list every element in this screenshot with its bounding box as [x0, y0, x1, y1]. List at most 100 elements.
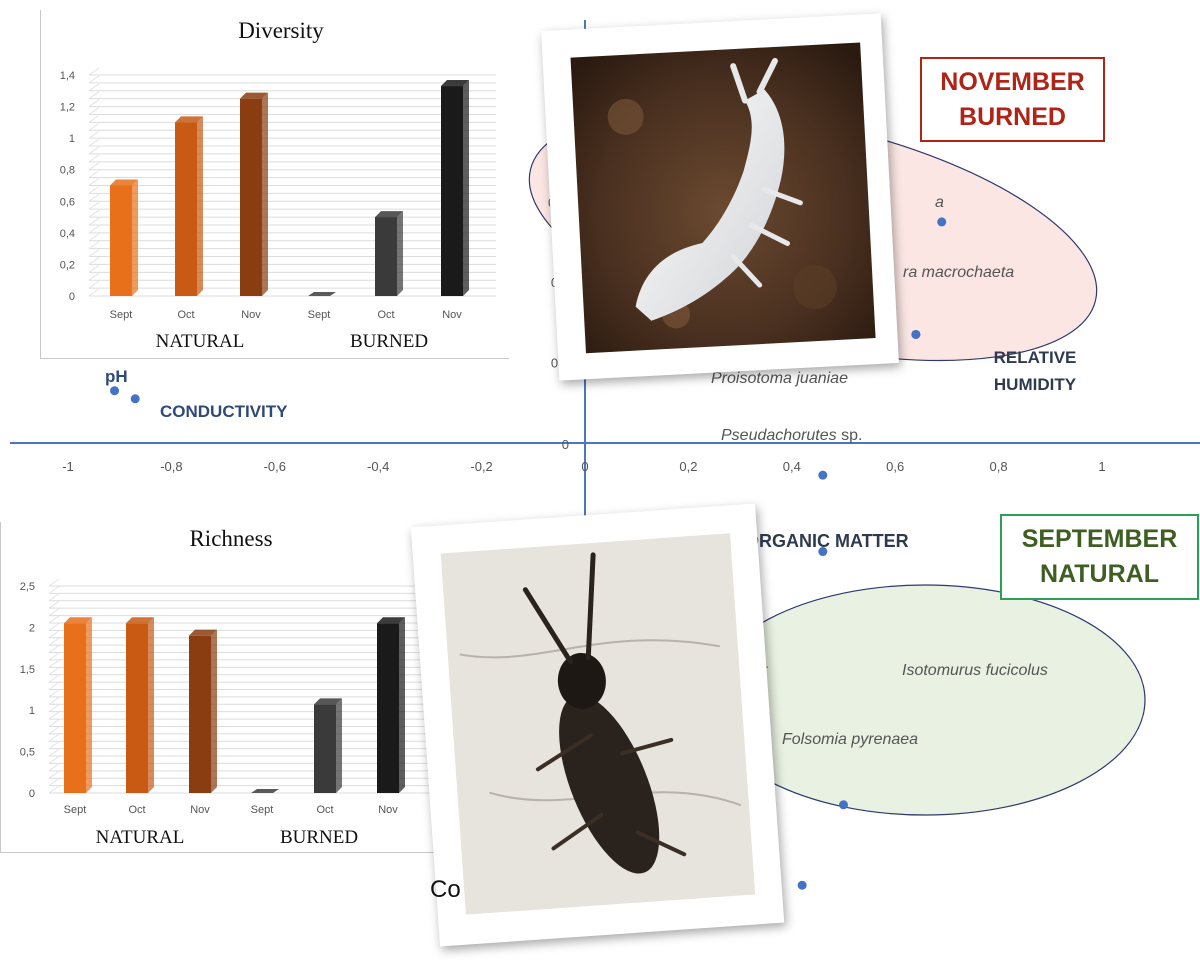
- group-label: NATURAL: [156, 331, 245, 352]
- bar-top: [441, 80, 469, 87]
- variable-label-relative-humidity: HUMIDITY: [994, 375, 1077, 394]
- bar-side: [132, 179, 138, 296]
- x-tick-label: 0,8: [990, 459, 1008, 474]
- gridline-depth: [48, 674, 60, 683]
- category-label: Nov: [241, 309, 261, 321]
- bar: [126, 623, 148, 793]
- gridline-depth: [88, 107, 100, 115]
- gridline-depth: [48, 585, 60, 594]
- gridline-depth: [48, 756, 60, 764]
- gridline-depth: [48, 615, 60, 624]
- category-label: Nov: [190, 804, 210, 816]
- white-springtail-photo: [541, 13, 899, 381]
- y-tick-label: 0: [29, 788, 35, 800]
- gridline-depth: [48, 726, 60, 735]
- ordination-point: [937, 217, 947, 227]
- gridline-depth: [48, 622, 60, 631]
- gridline-depth: [48, 696, 60, 705]
- y-tick-label: 0,6: [60, 196, 75, 208]
- ordination-point: [818, 470, 828, 480]
- gridline-depth: [88, 288, 100, 297]
- x-tick-label: 0: [581, 459, 588, 474]
- category-label: Sept: [64, 804, 87, 816]
- bar-top: [377, 617, 405, 624]
- x-tick-label: -0,2: [470, 459, 492, 474]
- september-natural-line2: NATURAL: [1040, 560, 1159, 588]
- gridline-depth: [48, 778, 60, 787]
- y-tick-label: 0,2: [60, 259, 75, 271]
- group-label: BURNED: [280, 827, 358, 848]
- category-label: Sept: [251, 804, 274, 816]
- y-tick-label: 0,8: [60, 165, 75, 177]
- bar: [441, 86, 463, 296]
- category-label: Oct: [128, 804, 145, 816]
- gridline-depth: [48, 785, 60, 794]
- dark-springtail-photo: [410, 503, 785, 947]
- gridline-depth: [88, 257, 100, 265]
- bar: [240, 98, 262, 296]
- gridline-depth: [48, 578, 60, 587]
- gridline-depth: [88, 146, 100, 155]
- gridline-depth: [88, 67, 100, 76]
- diversity-chart-panel: Diversity 0 0,2 0,4 0,6 0,8 1 1,2 1,4 Sept Oct Nov S…: [40, 10, 509, 359]
- gridline-depth: [88, 122, 100, 131]
- x-tick-label: -0,8: [160, 459, 182, 474]
- gridline-depth: [48, 600, 60, 609]
- gridline-depth: [88, 83, 100, 92]
- gridline-depth: [48, 630, 60, 639]
- richness-chart: Richness 0 0,5 1 1,5 2 2,5 Sept Oct Nov Sept Oct Nov…: [20, 526, 431, 848]
- x-tick-label: 0,6: [886, 459, 904, 474]
- gridline-depth: [88, 154, 100, 163]
- bar-side: [463, 80, 469, 296]
- bar-side: [197, 116, 203, 296]
- category-label: Sept: [308, 309, 331, 321]
- gridline-depth: [48, 763, 60, 772]
- bar-side: [148, 617, 154, 793]
- y-tick-label: 2,5: [20, 581, 35, 593]
- bar-side: [397, 211, 403, 296]
- category-label: Sept: [110, 309, 133, 321]
- variable-label-conductivity: CONDUCTIVITY: [160, 402, 288, 421]
- richness-chart-panel: Richness 0 0,5 1 1,5 2 2,5 Sept Oct Nov Sept Oct Nov…: [0, 522, 451, 853]
- ordination-point: [818, 547, 828, 557]
- y-tick-label: 1: [69, 133, 75, 145]
- bar-top: [110, 179, 138, 186]
- gridline-depth: [88, 280, 100, 289]
- x-tick-label: 0,4: [783, 459, 801, 474]
- species-label: ra macrochaeta: [903, 264, 1014, 281]
- gridline-depth: [88, 272, 100, 281]
- gridline-depth: [48, 770, 60, 779]
- species-label: Isotomurus fucicolus: [902, 662, 1048, 679]
- x-tick-label: 1: [1098, 459, 1105, 474]
- x-tick-label: 0,2: [679, 459, 697, 474]
- bar-side: [262, 92, 268, 296]
- gridline-depth: [48, 682, 60, 690]
- y-tick-label: 0: [69, 291, 75, 303]
- gridline-depth: [88, 217, 100, 226]
- ordination-point: [130, 394, 140, 404]
- variable-label-organic-matter: ORGANIC MATTER: [745, 531, 909, 551]
- bar-side: [399, 617, 405, 793]
- gridline-depth: [88, 170, 100, 179]
- gridline-depth: [88, 241, 100, 250]
- bar: [314, 704, 336, 793]
- bar-side: [211, 629, 217, 793]
- gridline-depth: [48, 659, 60, 668]
- gridline-depth: [88, 130, 100, 139]
- gridline-depth: [88, 162, 100, 171]
- gridline-depth: [88, 193, 100, 202]
- bar-side: [336, 698, 342, 793]
- bar: [308, 292, 336, 296]
- species-label: Proisotoma juaniae: [711, 370, 848, 387]
- gridline-depth: [88, 249, 100, 257]
- y-tick-label: 1,4: [60, 70, 75, 82]
- clipped-axis-text: Co: [430, 876, 461, 903]
- species-label-partial: a: [935, 194, 944, 211]
- y-tick-label: 1: [29, 705, 35, 717]
- species-label: Pseudachorutes sp.: [721, 427, 862, 444]
- ordination-point: [911, 329, 921, 339]
- bar: [64, 623, 86, 793]
- november-burned-line1: NOVEMBER: [940, 68, 1085, 96]
- gridline-depth: [48, 733, 60, 742]
